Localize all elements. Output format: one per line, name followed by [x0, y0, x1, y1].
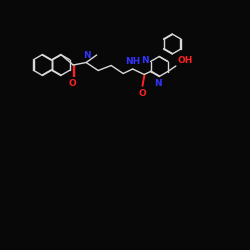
Text: NH: NH — [125, 56, 140, 66]
Text: N: N — [83, 50, 90, 59]
Text: O: O — [68, 78, 76, 88]
Text: O: O — [138, 88, 146, 98]
Text: N: N — [154, 78, 162, 88]
Text: N: N — [142, 56, 149, 65]
Text: OH: OH — [177, 56, 192, 65]
